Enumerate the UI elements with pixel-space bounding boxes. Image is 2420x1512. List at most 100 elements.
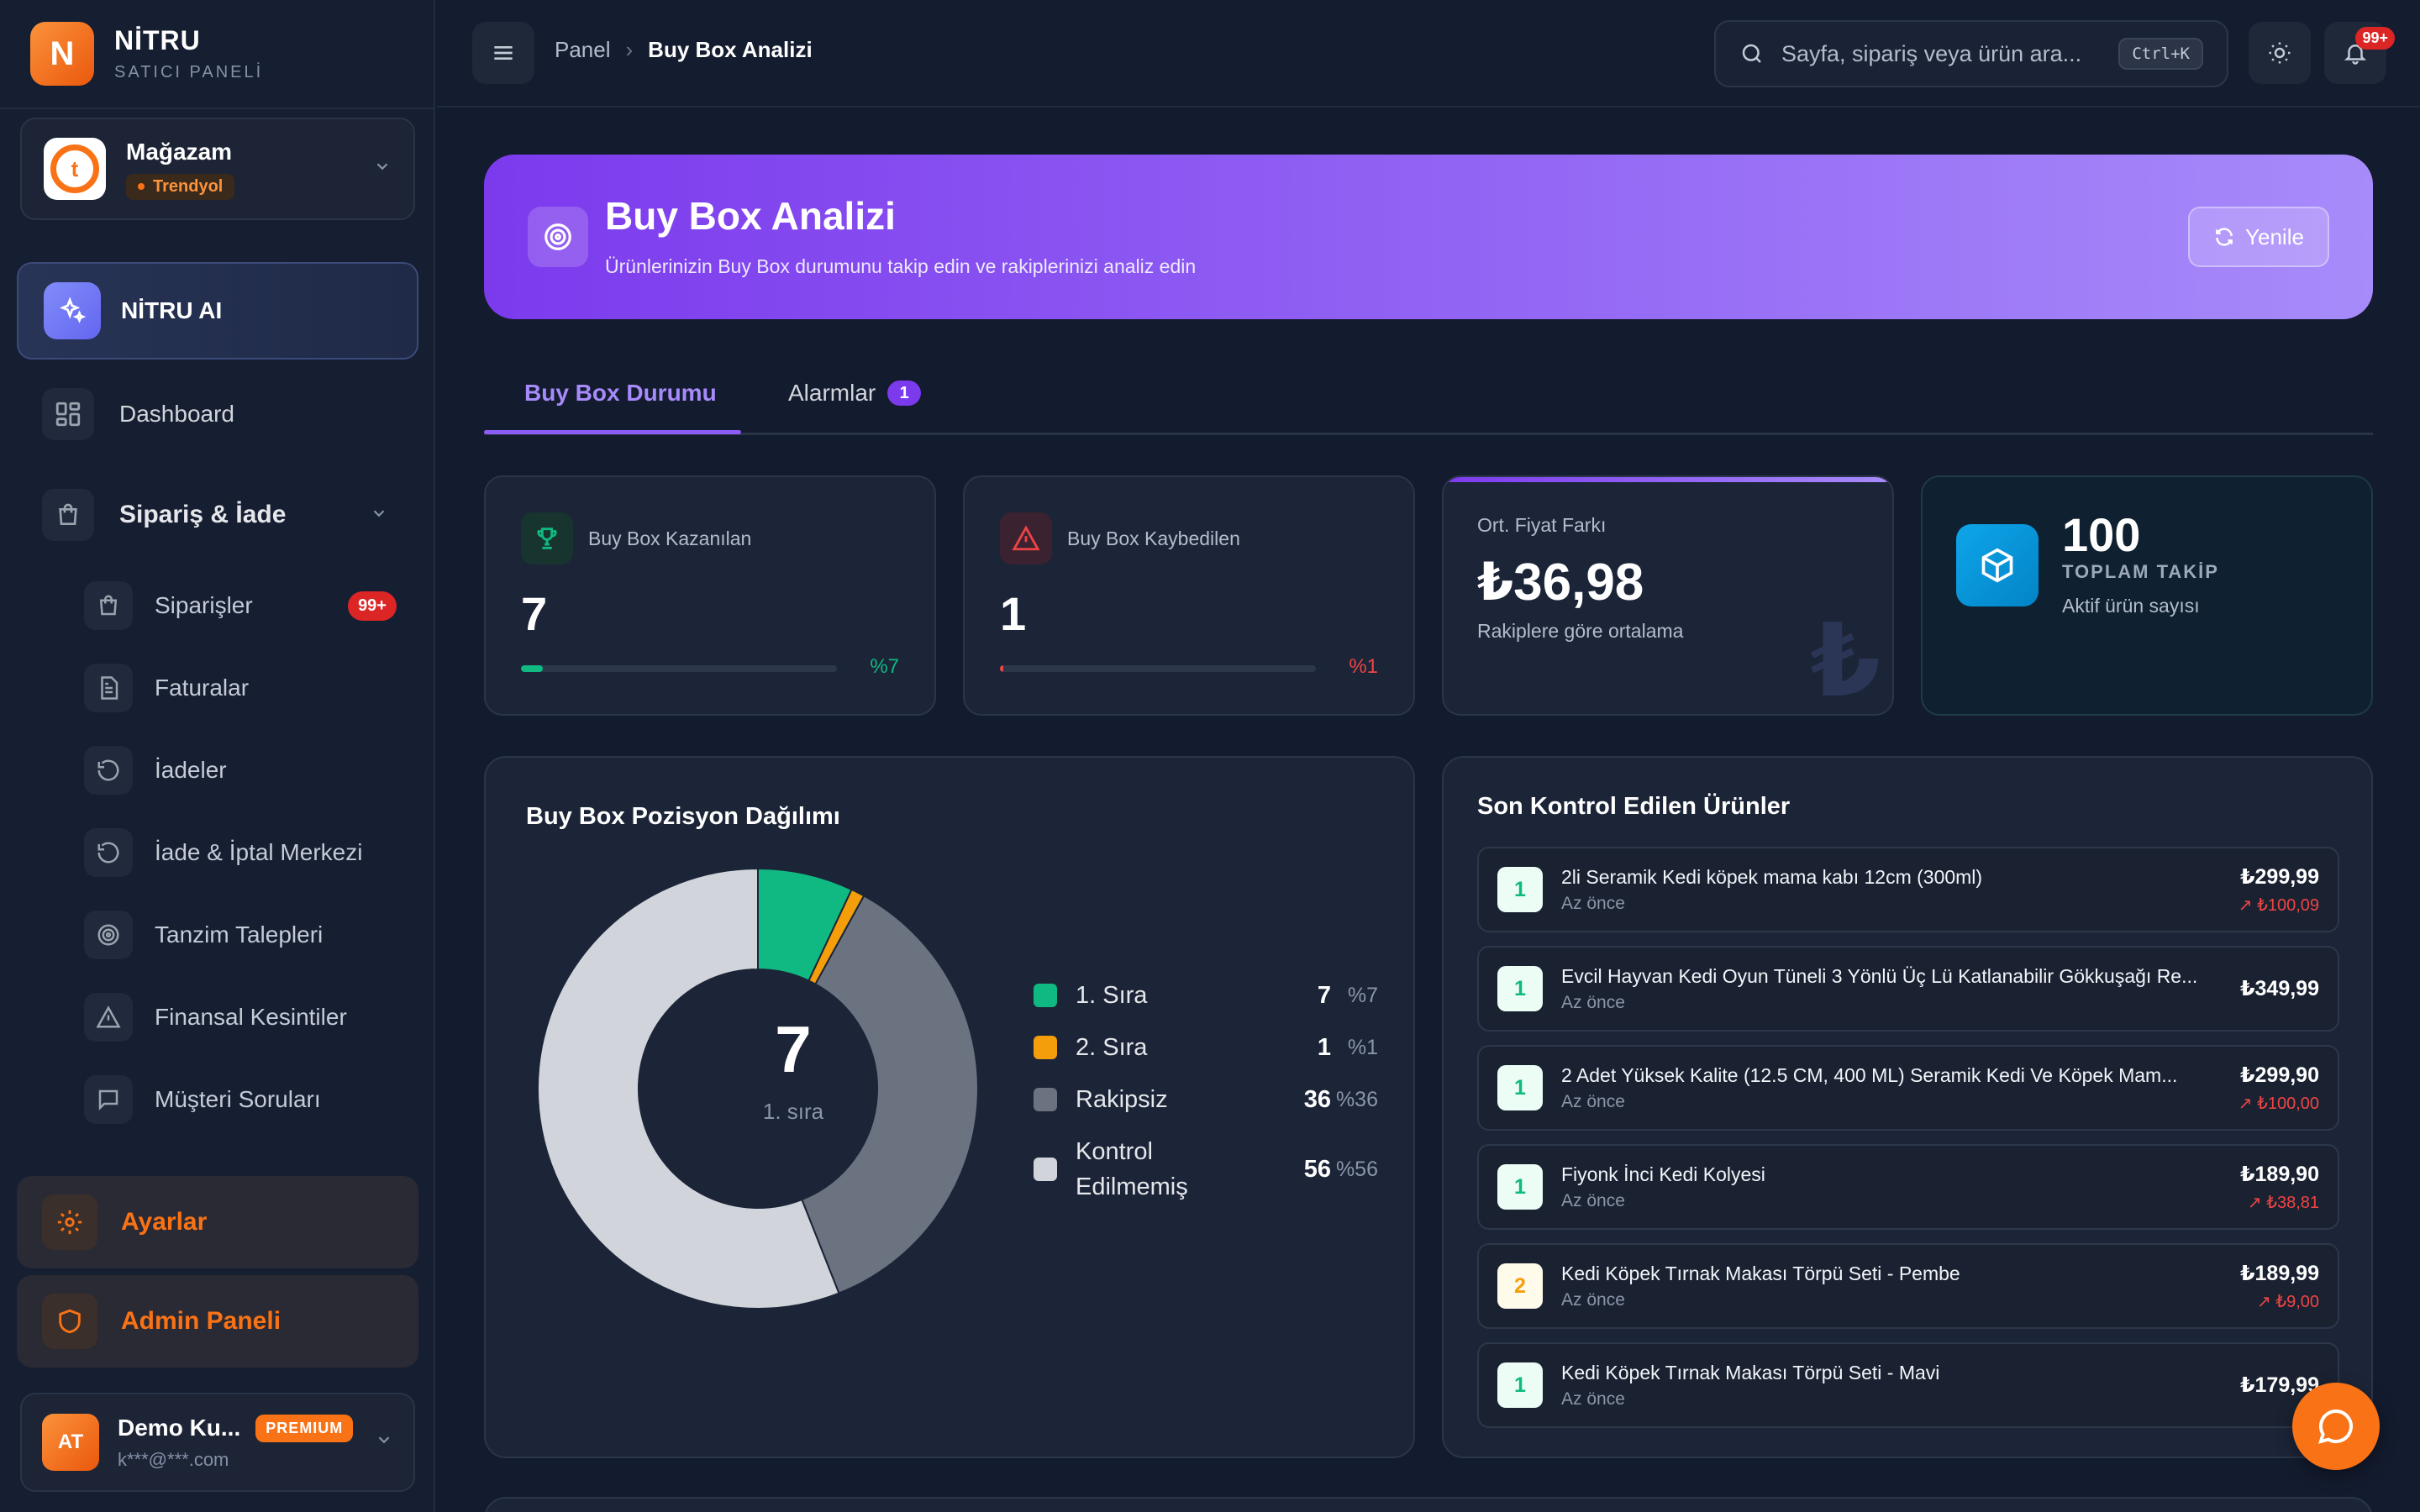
warning-icon	[1000, 512, 1052, 564]
notifications-button[interactable]: 99+	[2324, 22, 2395, 84]
tab-alarmlar[interactable]: Alarmlar 1	[788, 380, 922, 407]
product-price: ₺189,99	[2240, 1261, 2319, 1285]
product-name: Fiyonk İnci Kedi Kolyesi	[1561, 1163, 1765, 1185]
accent-bar	[1444, 477, 1892, 482]
progress-bar	[521, 665, 837, 672]
search-input[interactable]: Sayfa, sipariş veya ürün ara... Ctrl+K	[1714, 20, 2228, 87]
sparkles-icon	[44, 282, 101, 339]
legend-item[interactable]: Rakipsiz 36 %36	[1034, 1082, 1378, 1117]
kpi-subtitle: Rakiplere göre ortalama	[1477, 620, 1684, 642]
checked-time: Az önce	[1561, 1289, 1625, 1310]
legend-item[interactable]: 2. Sıra 1 %1	[1034, 1030, 1378, 1065]
breadcrumb-current: Buy Box Analizi	[648, 37, 813, 62]
chat-icon	[84, 1075, 133, 1124]
kpi-card-total-tracked: 100 TOPLAM TAKİP Aktif ürün sayısı	[1921, 475, 2373, 716]
trophy-icon	[521, 512, 573, 564]
chevron-down-icon	[373, 157, 392, 181]
price-difference: ↗ ₺100,00	[2238, 1094, 2319, 1113]
product-name: 2li Seramik Kedi köpek mama kabı 12cm (3…	[1561, 865, 1983, 888]
legend-value: 36	[1303, 1085, 1331, 1113]
store-platform-badge: Trendyol	[126, 173, 235, 200]
page-title: Buy Box Analizi	[605, 194, 896, 238]
product-price: ₺189,90	[2240, 1162, 2319, 1186]
sidebar-item-musteri-sorulari[interactable]: Müşteri Soruları	[84, 1075, 397, 1124]
kpi-subtitle: Aktif ürün sayısı	[2062, 595, 2200, 617]
product-name: Kedi Köpek Tırnak Makası Törpü Seti - Pe…	[1561, 1262, 1960, 1284]
product-price: ₺349,99	[2240, 977, 2319, 1000]
donut-center-value: 7	[775, 1012, 812, 1086]
tab-label: Alarmlar	[788, 380, 876, 406]
sidebar-item-label: Faturalar	[155, 675, 250, 701]
store-selector[interactable]: t Mağazam Trendyol	[20, 118, 415, 220]
return-icon	[84, 746, 133, 795]
keyboard-shortcut: Ctrl+K	[2118, 38, 2203, 70]
sidebar-item-label: İade & İptal Merkezi	[155, 839, 363, 865]
brand-name: NİTRU	[114, 25, 201, 55]
tab-bar: Buy Box Durumu Alarmlar 1	[484, 360, 2373, 435]
sidebar-item-nitru-ai[interactable]: NİTRU AI	[17, 262, 418, 360]
list-item[interactable]: 1 Evcil Hayvan Kedi Oyun Tüneli 3 Yönlü Ü…	[1477, 946, 2339, 1032]
product-price: ₺299,90	[2240, 1063, 2319, 1087]
search-icon	[1742, 44, 1761, 63]
chevron-down-icon	[375, 1431, 393, 1455]
sidebar-item-admin-paneli[interactable]: Admin Paneli	[17, 1275, 418, 1368]
legend-label: 1. Sıra	[1076, 982, 1148, 1009]
sidebar: N NİTRU SATICI PANELİ t Mağazam Trendyol…	[0, 0, 435, 1512]
product-price: ₺299,99	[2240, 864, 2319, 889]
document-icon	[84, 664, 133, 712]
brand[interactable]: N NİTRU SATICI PANELİ	[30, 22, 263, 86]
legend-swatch	[1034, 984, 1057, 1007]
list-item[interactable]: 2 Kedi Köpek Tırnak Makası Törpü Seti - P…	[1477, 1243, 2339, 1329]
list-item[interactable]: 1 Kedi Köpek Tırnak Makası Törpü Seti - M…	[1477, 1342, 2339, 1428]
alarm-count-badge: 1	[887, 381, 922, 406]
legend-item[interactable]: 1. Sıra 7 %7	[1034, 978, 1378, 1013]
legend-value: 1	[1317, 1033, 1331, 1061]
donut-slice-rakipsiz[interactable]	[800, 895, 979, 1294]
theme-toggle-button[interactable]	[2249, 22, 2311, 84]
trendyol-logo-icon: t	[50, 144, 99, 193]
sidebar-item-dashboard[interactable]: Dashboard	[42, 388, 234, 440]
legend-value: 56	[1303, 1155, 1331, 1183]
bag-icon	[84, 581, 133, 630]
warning-icon	[84, 993, 133, 1042]
refresh-button[interactable]: Yenile	[2188, 207, 2329, 267]
progress-bar	[1000, 665, 1316, 672]
sidebar-item-label: Finansal Kesintiler	[155, 1004, 347, 1030]
sidebar-item-faturalar[interactable]: Faturalar	[84, 664, 397, 712]
donut-slice-kontrol-edilmemiş[interactable]	[537, 867, 840, 1310]
search-placeholder: Sayfa, sipariş veya ürün ara...	[1781, 40, 2082, 66]
next-section-card	[484, 1497, 2373, 1512]
chevron-down-icon[interactable]	[370, 504, 388, 528]
tab-buy-box-durumu[interactable]: Buy Box Durumu	[524, 380, 717, 406]
list-item[interactable]: 1 2 Adet Yüksek Kalite (12.5 CM, 400 ML) …	[1477, 1045, 2339, 1131]
position-distribution-panel: Buy Box Pozisyon Dağılımı 7 1. sıra 1. S…	[484, 756, 1415, 1458]
chat-support-button[interactable]	[2292, 1383, 2380, 1470]
premium-badge: PREMIUM	[255, 1414, 354, 1442]
sidebar-group-siparis-iade[interactable]: Sipariş & İade	[42, 489, 286, 541]
legend-swatch	[1034, 1036, 1057, 1059]
panel-title: Buy Box Pozisyon Dağılımı	[526, 803, 840, 830]
sidebar-item-ayarlar[interactable]: Ayarlar	[17, 1176, 418, 1268]
breadcrumb-root[interactable]: Panel	[555, 37, 611, 62]
rank-badge: 2	[1497, 1263, 1543, 1309]
kpi-card-lost: Buy Box Kaybedilen 1 %1	[963, 475, 1415, 716]
list-item[interactable]: 1 2li Seramik Kedi köpek mama kabı 12cm (…	[1477, 847, 2339, 932]
sidebar-item-finansal-kesintiler[interactable]: Finansal Kesintiler	[84, 993, 397, 1042]
kpi-title: TOPLAM TAKİP	[2062, 561, 2219, 582]
hamburger-icon	[494, 46, 513, 60]
price-difference: ↗ ₺100,09	[2238, 895, 2319, 915]
list-item[interactable]: 1 Fiyonk İnci Kedi Kolyesi Az önce ₺189,90 ↗…	[1477, 1144, 2339, 1230]
product-name: Evcil Hayvan Kedi Oyun Tüneli 3 Yönlü Üç…	[1561, 964, 2198, 987]
checked-time: Az önce	[1561, 1091, 1625, 1111]
legend-item[interactable]: Kontrol Edilmemiş 56 %56	[1034, 1134, 1378, 1205]
kpi-card-won: Buy Box Kazanılan 7 %7	[484, 475, 936, 716]
sidebar-item-iadeler[interactable]: İadeler	[84, 746, 397, 795]
brand-logo: N	[30, 22, 94, 86]
sidebar-item-tanzim-talepleri[interactable]: Tanzim Talepleri	[84, 911, 397, 959]
legend-label: Rakipsiz	[1076, 1086, 1168, 1113]
menu-toggle-button[interactable]	[472, 22, 534, 84]
sidebar-item-siparisler[interactable]: Siparişler 99+	[84, 581, 397, 630]
sidebar-item-iade-iptal-merkezi[interactable]: İade & İptal Merkezi	[84, 828, 397, 877]
sidebar-item-label: Tanzim Talepleri	[155, 921, 324, 948]
user-menu[interactable]: AT Demo Ku... PREMIUM k***@***.com	[20, 1393, 415, 1492]
